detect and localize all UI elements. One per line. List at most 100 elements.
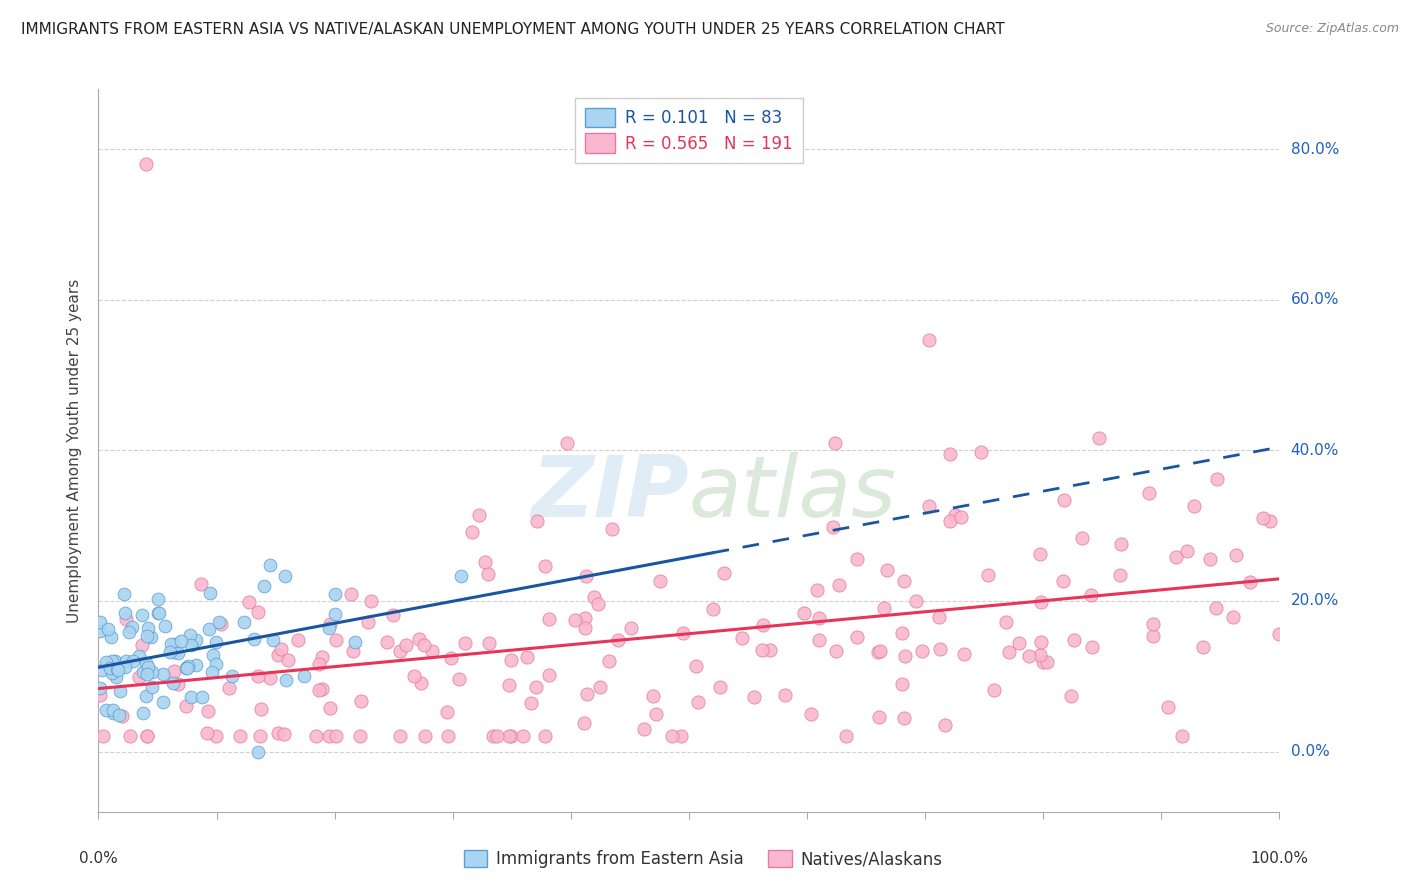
Point: [246, 605, 269, 619]
Point: [308, 683, 330, 698]
Point: [389, 730, 412, 744]
Legend: Immigrants from Eastern Asia, Natives/Alaskans: Immigrants from Eastern Asia, Natives/Al…: [457, 843, 949, 875]
Point: [1175, 544, 1198, 558]
Point: [575, 687, 598, 701]
Text: 60.0%: 60.0%: [1291, 293, 1339, 308]
Point: [221, 669, 243, 683]
Point: [564, 613, 586, 627]
Point: [176, 660, 198, 674]
Point: [751, 643, 773, 657]
Point: [128, 670, 150, 684]
Point: [607, 632, 630, 647]
Point: [499, 653, 522, 667]
Point: [162, 637, 184, 651]
Point: [305, 730, 328, 744]
Point: [135, 629, 157, 643]
Point: [1171, 730, 1194, 744]
Point: [1222, 610, 1244, 624]
Point: [201, 665, 224, 679]
Point: [97, 623, 120, 637]
Point: [190, 577, 212, 591]
Point: [934, 718, 956, 732]
Point: [186, 632, 208, 647]
Point: [100, 630, 122, 644]
Point: [949, 510, 972, 524]
Point: [152, 666, 174, 681]
Point: [111, 708, 134, 723]
Point: [184, 658, 207, 673]
Point: [1225, 549, 1247, 563]
Point: [141, 630, 163, 644]
Point: [132, 706, 155, 720]
Point: [752, 617, 775, 632]
Point: [1137, 485, 1160, 500]
Point: [876, 564, 898, 578]
Point: [1258, 514, 1281, 528]
Point: [449, 672, 471, 686]
Point: [582, 591, 605, 605]
Point: [928, 610, 950, 624]
Point: [1031, 635, 1053, 649]
Point: [94, 656, 117, 670]
Point: [136, 660, 159, 674]
Text: IMMIGRANTS FROM EASTERN ASIA VS NATIVE/ALASKAN UNEMPLOYMENT AMONG YOUTH UNDER 25: IMMIGRANTS FROM EASTERN ASIA VS NATIVE/A…: [21, 22, 1005, 37]
Point: [970, 445, 993, 459]
Point: [163, 645, 186, 659]
Point: [112, 587, 135, 601]
Point: [135, 667, 157, 681]
Point: [828, 578, 851, 592]
Point: [520, 696, 543, 710]
Point: [243, 632, 266, 646]
Point: [104, 654, 127, 668]
Point: [249, 730, 271, 744]
Point: [1029, 547, 1052, 561]
Point: [198, 586, 221, 600]
Point: [661, 730, 683, 744]
Point: [100, 654, 122, 668]
Point: [845, 552, 868, 566]
Point: [1052, 574, 1074, 588]
Point: [1109, 537, 1132, 551]
Point: [91, 730, 114, 744]
Point: [115, 655, 138, 669]
Point: [108, 683, 131, 698]
Point: [205, 635, 228, 649]
Point: [101, 703, 124, 717]
Point: [375, 635, 398, 649]
Point: [339, 587, 361, 601]
Point: [408, 632, 430, 646]
Point: [436, 705, 458, 719]
Point: [247, 744, 270, 758]
Point: [413, 639, 436, 653]
Point: [808, 611, 831, 625]
Point: [537, 668, 560, 682]
Point: [574, 621, 596, 635]
Point: [146, 607, 169, 621]
Point: [454, 636, 477, 650]
Point: [498, 678, 520, 692]
Point: [422, 644, 444, 658]
Point: [114, 606, 136, 620]
Point: [107, 663, 129, 677]
Point: [146, 591, 169, 606]
Point: [259, 558, 281, 572]
Point: [91, 663, 114, 677]
Point: [516, 650, 538, 665]
Point: [131, 638, 153, 652]
Point: [468, 508, 491, 522]
Point: [262, 632, 284, 647]
Point: [136, 730, 159, 744]
Point: [1239, 574, 1261, 589]
Point: [474, 555, 496, 569]
Point: [357, 615, 380, 629]
Point: [267, 726, 290, 740]
Point: [524, 680, 547, 694]
Point: [141, 681, 163, 695]
Point: [277, 653, 299, 667]
Point: [1053, 492, 1076, 507]
Point: [773, 688, 796, 702]
Point: [1029, 648, 1052, 662]
Point: [153, 619, 176, 633]
Point: [349, 729, 371, 743]
Point: [135, 730, 157, 744]
